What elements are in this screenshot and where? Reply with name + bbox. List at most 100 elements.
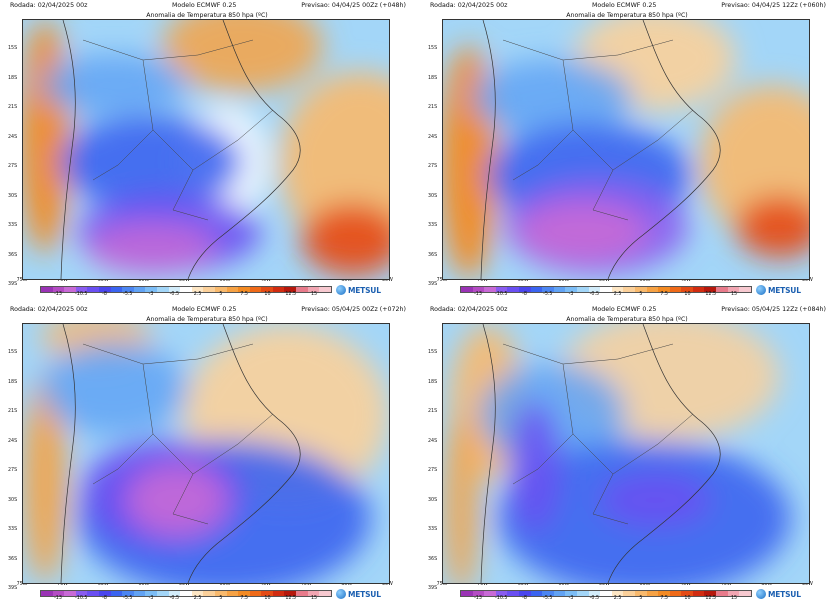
colorbar-swatch: [588, 591, 601, 596]
colorbar-ticks: -13 -10.5 -8 -5.5 -3 -0.5 2.5 5 7.5 10 12.5 15: [460, 292, 750, 299]
longitude-label: 55W: [178, 278, 190, 283]
colorbar-swatch: [739, 287, 751, 292]
colorbar-tick-label: -0.5: [589, 292, 600, 297]
longitude-label: 45W: [680, 278, 692, 283]
metsul-logo: METSUL: [336, 588, 381, 600]
colorbar-swatch: [64, 287, 76, 292]
longitude-label: 65W: [517, 582, 529, 587]
anomaly-region: [41, 342, 188, 436]
brand-name: METSUL: [348, 589, 381, 599]
coastline: [187, 324, 301, 583]
map-panel: Rodada: 02/04/2025 00z Modelo ECMWF 0.25 P…: [2, 304, 412, 604]
colorbar-tick-label: 15: [310, 292, 318, 297]
latitude-label: 33S: [428, 223, 438, 228]
latitude-label: 24S: [8, 134, 18, 140]
globe-icon: [336, 285, 346, 295]
model-label: Modelo ECMWF 0.25: [592, 2, 657, 9]
globe-icon: [756, 285, 766, 295]
colorbar-swatch: [296, 591, 308, 596]
panel-header: Rodada: 02/04/2025 00z Modelo ECMWF 0.25 P…: [422, 304, 832, 316]
colorbar-tick-label: 15: [730, 292, 738, 297]
map-panel: Rodada: 02/04/2025 00z Modelo ECMWF 0.25 P…: [422, 304, 832, 604]
coastline: [60, 324, 76, 583]
longitude-label: 35W: [761, 278, 773, 283]
longitude-label: 30W: [381, 278, 393, 283]
latitude-label: 24S: [8, 438, 18, 444]
colorbar-swatch: [623, 591, 635, 596]
map-panel: Rodada: 02/04/2025 00z Modelo ECMWF 0.25 P…: [422, 0, 832, 300]
colorbar-ticks: -13 -10.5 -8 -5.5 -3 -0.5 2.5 5 7.5 10 12.5 15: [40, 596, 330, 603]
colorbar-tick-label: -3: [568, 596, 574, 601]
colorbar-tick-label: -5.5: [123, 292, 133, 297]
colorbar-swatch: [145, 287, 157, 292]
colorbar-tick-label: -0.5: [169, 292, 180, 297]
colorbar-tick-label: 5: [219, 596, 223, 601]
longitude-label: 70W: [57, 582, 69, 587]
colorbar-tick-label: 2.5: [613, 596, 622, 601]
longitude-label: 65W: [97, 582, 109, 587]
anomaly-region: [162, 20, 324, 93]
longitude-label: 55W: [598, 582, 610, 587]
colorbar-tick-label: 7.5: [240, 292, 248, 297]
colorbar-tick-label: 12.5: [705, 292, 717, 297]
colorbar-swatch: [296, 287, 308, 292]
colorbar-swatch: [576, 287, 589, 292]
latitude-label: 33S: [428, 527, 438, 532]
longitude-label: 65W: [517, 278, 529, 283]
latitude-label: 36S: [8, 556, 18, 562]
colorbar-swatch: [307, 287, 320, 292]
colorbar-swatch: [284, 591, 297, 596]
latitude-label: 39S: [428, 282, 438, 287]
colorbar-swatch: [87, 287, 99, 292]
longitude-label: 70W: [57, 278, 69, 283]
colorbar-swatch: [542, 287, 554, 292]
colorbar: [40, 286, 332, 293]
colorbar-swatch: [284, 287, 297, 292]
longitude-label: 45W: [260, 582, 272, 587]
map-canvas: [443, 20, 809, 279]
brand-name: METSUL: [768, 285, 801, 295]
latitude-label: 33S: [8, 527, 18, 532]
panel-header: Rodada: 02/04/2025 00z Modelo ECMWF 0.25 P…: [2, 304, 412, 316]
colorbar-swatch: [542, 591, 554, 596]
anomaly-region: [59, 115, 243, 210]
anomaly-region: [735, 196, 809, 259]
longitude-label: 60W: [558, 278, 570, 283]
colorbar-swatch: [576, 591, 589, 596]
colorbar-swatch: [600, 287, 612, 292]
colorbar-swatch: [110, 287, 123, 292]
longitude-label: 45W: [260, 278, 272, 283]
latitude-label: 18S: [428, 379, 438, 385]
colorbar-swatch: [87, 591, 99, 596]
colorbar-swatch: [145, 591, 157, 596]
colorbar-swatch: [634, 287, 647, 292]
forecast-time-label: Previsao: 04/04/25 00Zz (+048h): [301, 2, 406, 9]
colorbar-tick-label: 2.5: [193, 596, 202, 601]
colorbar-swatch: [565, 591, 577, 596]
latitude-label: 24S: [428, 134, 438, 140]
map-panel: Rodada: 02/04/2025 00z Modelo ECMWF 0.25 P…: [2, 0, 412, 300]
latitude-label: 21S: [8, 105, 18, 110]
longitude-label: 75W: [436, 278, 448, 283]
colorbar-tick-label: 10: [684, 292, 691, 297]
colorbar-swatch: [261, 287, 273, 292]
colorbar-swatch: [52, 591, 65, 596]
colorbar-swatch: [495, 287, 508, 292]
colorbar-tick-label: 12.5: [285, 596, 297, 601]
colorbar: [460, 590, 752, 597]
longitude-label: 75W: [16, 582, 28, 587]
colorbar-ticks: -13 -10.5 -8 -5.5 -3 -0.5 2.5 5 7.5 10 12.5 15: [460, 596, 750, 603]
latitude-label: 15S: [8, 46, 18, 51]
latitude-label: 39S: [428, 586, 438, 591]
colorbar-swatch: [681, 287, 693, 292]
colorbar-tick-label: 7.5: [240, 596, 248, 601]
colorbar-tick-label: -10.5: [495, 292, 508, 297]
colorbar-swatch: [530, 591, 543, 596]
colorbar-tick-label: -5.5: [123, 596, 133, 601]
map-canvas: [443, 324, 809, 583]
colorbar-tick-label: -3: [568, 292, 574, 297]
colorbar-swatch: [634, 591, 647, 596]
colorbar-swatch: [507, 287, 519, 292]
country-border: [82, 39, 274, 221]
colorbar-swatch: [611, 287, 624, 292]
